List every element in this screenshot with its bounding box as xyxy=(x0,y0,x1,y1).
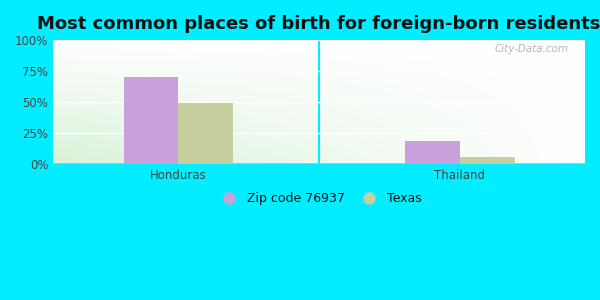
Title: Most common places of birth for foreign-born residents: Most common places of birth for foreign-… xyxy=(37,15,600,33)
Bar xyxy=(460,157,515,164)
Text: City-Data.com: City-Data.com xyxy=(495,44,569,54)
Bar xyxy=(124,77,178,164)
Legend: Zip code 76937, Texas: Zip code 76937, Texas xyxy=(212,187,427,210)
Bar xyxy=(405,141,460,164)
Bar xyxy=(178,103,233,164)
